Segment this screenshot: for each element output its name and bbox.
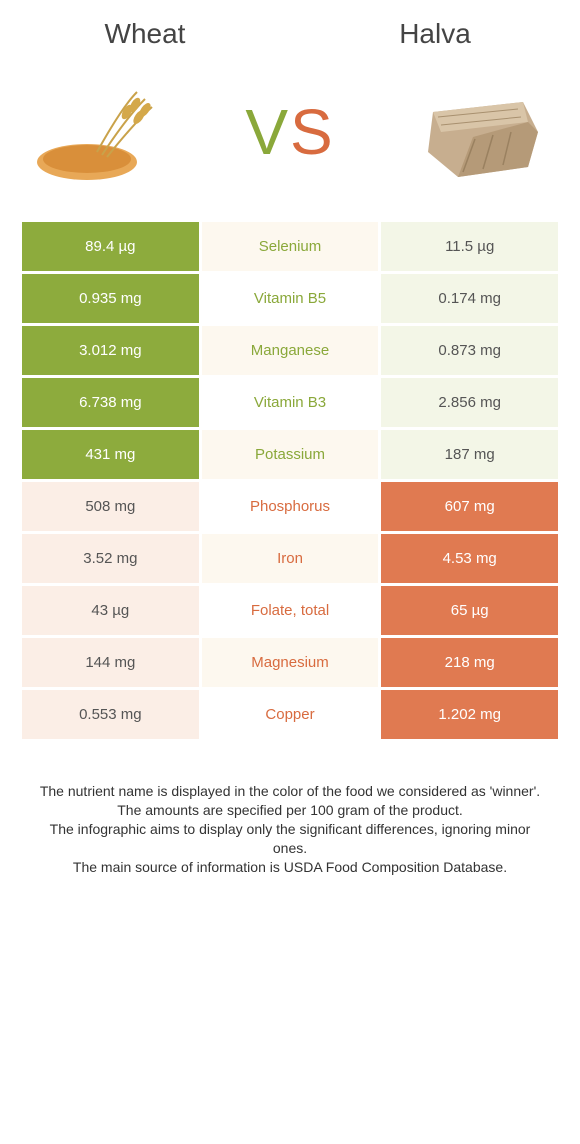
nutrient-name-cell: Vitamin B3 bbox=[202, 378, 382, 427]
left-value-cell: 6.738 mg bbox=[22, 378, 202, 427]
right-value-cell: 2.856 mg bbox=[381, 378, 558, 427]
footnote-line: The nutrient name is displayed in the co… bbox=[34, 782, 546, 801]
table-row: 431 mgPotassium187 mg bbox=[22, 430, 558, 482]
right-value-cell: 0.174 mg bbox=[381, 274, 558, 323]
left-value-cell: 89.4 µg bbox=[22, 222, 202, 271]
vs-s: S bbox=[290, 96, 335, 168]
nutrient-name-cell: Copper bbox=[202, 690, 382, 739]
table-row: 3.52 mgIron4.53 mg bbox=[22, 534, 558, 586]
footnote-line: The main source of information is USDA F… bbox=[34, 858, 546, 877]
wheat-image bbox=[22, 72, 182, 192]
table-row: 3.012 mgManganese0.873 mg bbox=[22, 326, 558, 378]
vs-label: VS bbox=[245, 95, 334, 169]
table-row: 0.553 mgCopper1.202 mg bbox=[22, 690, 558, 742]
left-value-cell: 431 mg bbox=[22, 430, 202, 479]
vs-v: V bbox=[245, 96, 290, 168]
table-row: 6.738 mgVitamin B32.856 mg bbox=[22, 378, 558, 430]
right-value-cell: 0.873 mg bbox=[381, 326, 558, 375]
left-value-cell: 0.935 mg bbox=[22, 274, 202, 323]
footnotes: The nutrient name is displayed in the co… bbox=[0, 782, 580, 906]
right-value-cell: 11.5 µg bbox=[381, 222, 558, 271]
right-value-cell: 4.53 mg bbox=[381, 534, 558, 583]
vs-row: VS bbox=[0, 72, 580, 222]
nutrient-table: 89.4 µgSelenium11.5 µg0.935 mgVitamin B5… bbox=[22, 222, 558, 742]
table-row: 89.4 µgSelenium11.5 µg bbox=[22, 222, 558, 274]
left-value-cell: 508 mg bbox=[22, 482, 202, 531]
left-value-cell: 3.012 mg bbox=[22, 326, 202, 375]
right-value-cell: 187 mg bbox=[381, 430, 558, 479]
right-value-cell: 1.202 mg bbox=[381, 690, 558, 739]
nutrient-name-cell: Vitamin B5 bbox=[202, 274, 382, 323]
food-right-title: Halva bbox=[290, 18, 580, 50]
right-value-cell: 607 mg bbox=[381, 482, 558, 531]
nutrient-name-cell: Folate, total bbox=[202, 586, 382, 635]
header: Wheat Halva bbox=[0, 0, 580, 72]
left-value-cell: 3.52 mg bbox=[22, 534, 202, 583]
right-value-cell: 65 µg bbox=[381, 586, 558, 635]
nutrient-name-cell: Selenium bbox=[202, 222, 382, 271]
footnote-line: The amounts are specified per 100 gram o… bbox=[34, 801, 546, 820]
right-value-cell: 218 mg bbox=[381, 638, 558, 687]
nutrient-name-cell: Manganese bbox=[202, 326, 382, 375]
halva-image bbox=[398, 72, 558, 192]
table-row: 43 µgFolate, total65 µg bbox=[22, 586, 558, 638]
nutrient-name-cell: Magnesium bbox=[202, 638, 382, 687]
nutrient-name-cell: Iron bbox=[202, 534, 382, 583]
nutrient-name-cell: Phosphorus bbox=[202, 482, 382, 531]
nutrient-name-cell: Potassium bbox=[202, 430, 382, 479]
footnote-line: The infographic aims to display only the… bbox=[34, 820, 546, 858]
left-value-cell: 144 mg bbox=[22, 638, 202, 687]
left-value-cell: 43 µg bbox=[22, 586, 202, 635]
left-value-cell: 0.553 mg bbox=[22, 690, 202, 739]
table-row: 144 mgMagnesium218 mg bbox=[22, 638, 558, 690]
food-left-title: Wheat bbox=[0, 18, 290, 50]
table-row: 508 mgPhosphorus607 mg bbox=[22, 482, 558, 534]
table-row: 0.935 mgVitamin B50.174 mg bbox=[22, 274, 558, 326]
